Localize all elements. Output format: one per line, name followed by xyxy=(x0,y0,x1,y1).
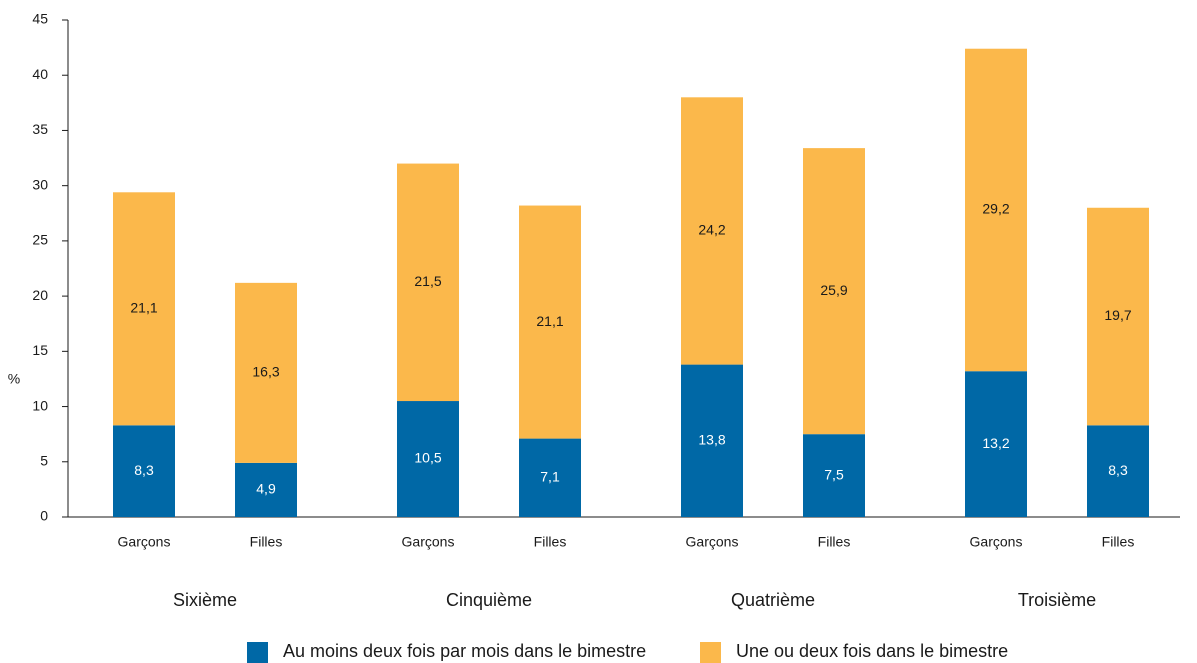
bar-segment xyxy=(965,48,1027,372)
legend-swatch xyxy=(700,642,721,663)
data-label: 24,2 xyxy=(698,222,725,238)
data-label: 29,2 xyxy=(982,201,1009,217)
x-tick-label: Filles xyxy=(534,534,567,550)
bar-segment xyxy=(519,438,581,517)
data-label: 16,3 xyxy=(252,364,279,380)
bar-segment xyxy=(235,462,297,517)
bar-segment xyxy=(397,401,459,517)
bar-segment xyxy=(519,205,581,439)
x-tick-label: Garçons xyxy=(118,534,171,550)
y-tick-label: 35 xyxy=(32,121,48,137)
x-tick-label: Filles xyxy=(1102,534,1135,550)
group-label: Cinquième xyxy=(446,590,532,610)
bar-segment xyxy=(803,434,865,517)
y-tick-label: 30 xyxy=(32,176,48,192)
bar-segment xyxy=(113,425,175,517)
legend-label: Au moins deux fois par mois dans le bime… xyxy=(283,641,646,661)
bar-segment xyxy=(803,148,865,435)
y-tick-label: 25 xyxy=(32,232,48,248)
data-label: 8,3 xyxy=(1108,462,1128,478)
data-label: 19,7 xyxy=(1104,307,1131,323)
bar-segment xyxy=(235,282,297,463)
data-label: 7,1 xyxy=(540,468,560,484)
group-label: Quatrième xyxy=(731,590,815,610)
bar-segment xyxy=(1087,207,1149,426)
data-label: 21,1 xyxy=(130,300,157,316)
data-label: 7,5 xyxy=(824,466,844,482)
bar-segment xyxy=(1087,425,1149,517)
data-label: 25,9 xyxy=(820,282,847,298)
y-tick-label: 45 xyxy=(32,11,48,27)
data-label: 8,3 xyxy=(134,462,154,478)
data-label: 10,5 xyxy=(414,450,441,466)
data-label: 21,5 xyxy=(414,273,441,289)
legend-label: Une ou deux fois dans le bimestre xyxy=(736,641,1008,661)
x-tick-label: Garçons xyxy=(970,534,1023,550)
data-label: 4,9 xyxy=(256,481,276,497)
y-tick-label: 5 xyxy=(40,452,48,468)
y-tick-label: 15 xyxy=(32,342,48,358)
legend-swatch xyxy=(247,642,268,663)
x-tick-label: Garçons xyxy=(686,534,739,550)
y-tick-label: 40 xyxy=(32,66,48,82)
data-label: 13,8 xyxy=(698,431,725,447)
y-tick-label: 0 xyxy=(40,508,48,524)
group-label: Sixième xyxy=(173,590,237,610)
data-label: 13,2 xyxy=(982,435,1009,451)
x-tick-label: Filles xyxy=(250,534,283,550)
bar-segment xyxy=(681,97,743,365)
group-label: Troisième xyxy=(1018,590,1096,610)
bar-segment xyxy=(965,371,1027,517)
y-axis-label: % xyxy=(8,371,20,387)
data-label: 21,1 xyxy=(536,313,563,329)
y-tick-label: 20 xyxy=(32,287,48,303)
bar-segment xyxy=(113,192,175,426)
bar-segment xyxy=(681,364,743,517)
x-tick-label: Filles xyxy=(818,534,851,550)
y-tick-label: 10 xyxy=(32,397,48,413)
bar-segment xyxy=(397,163,459,402)
x-tick-label: Garçons xyxy=(402,534,455,550)
